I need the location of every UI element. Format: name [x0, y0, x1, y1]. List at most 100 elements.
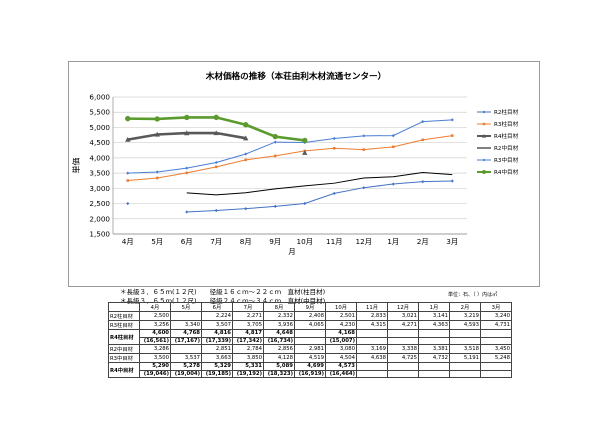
table-cell: 2,981	[294, 344, 326, 354]
table-cell: 3,850	[232, 353, 264, 363]
table-month-header: 6月	[201, 302, 233, 312]
y-tick-label: 3,500	[89, 169, 110, 178]
x-axis-label: 月	[288, 247, 295, 256]
table-cell: 4,593	[449, 320, 481, 330]
table-cell-volume	[480, 369, 512, 378]
unit-note: 単位：石、（ ）内は㎥	[448, 292, 498, 298]
data-point	[214, 165, 218, 169]
table-cell: 2,856	[263, 344, 295, 354]
table-cell-volume: (19,192)	[232, 369, 264, 378]
legend-label: R3柱目材	[494, 120, 519, 128]
data-point	[154, 116, 160, 122]
table-cell: 5,331	[232, 362, 264, 371]
note-line-1: ＊長級３．６５ｍ(１２尺) 径級１６ｃｍ～２２ｃｍ 直材(柱目材)	[120, 288, 326, 296]
table-header-row: 4月 5月 6月 7月 8月 9月 10月 11月 12月 1月 2月 3月	[108, 302, 512, 312]
data-point	[332, 136, 336, 141]
table-cell: 4,816	[201, 329, 233, 338]
data-point	[362, 148, 366, 151]
table-cell-volume: (19,004)	[170, 369, 202, 378]
x-tick-label: 9月	[269, 237, 281, 246]
table-cell: 3,663	[201, 353, 233, 363]
table-cell-volume	[356, 336, 388, 345]
table-row-sub: (16,561) (17,167) (17,339) (17,342) (16,734)…	[109, 336, 512, 345]
table-cell: 4,363	[418, 320, 450, 330]
x-tick-label: 3月	[446, 237, 458, 246]
data-point	[184, 130, 190, 136]
table-cell: 3,705	[232, 320, 264, 330]
table-cell	[418, 329, 450, 338]
data-point	[362, 134, 366, 138]
legend-marker	[482, 122, 486, 126]
y-axis-label: 単価	[71, 158, 81, 174]
table-cell-volume	[418, 369, 450, 378]
table-cell-volume	[449, 369, 481, 378]
table-cell: 4,638	[356, 353, 388, 363]
table-cell: 4,600	[139, 329, 171, 338]
table-cell	[449, 329, 481, 338]
table-month-header: 2月	[449, 302, 481, 312]
table-cell-volume: (16,734)	[263, 336, 295, 345]
table-cell-volume: (17,342)	[232, 336, 264, 345]
table-cell-volume: (19,185)	[201, 369, 233, 378]
table-row-label: R4柱目材	[108, 329, 140, 345]
table-row-sub: (19,046) (19,004) (19,185) (19,192) (18,323)…	[109, 369, 512, 378]
data-point	[244, 158, 248, 162]
table-month-header: 9月	[294, 302, 326, 312]
data-point	[273, 140, 277, 144]
data-point	[185, 171, 189, 175]
legend-label: R2中目材	[494, 144, 519, 152]
table-cell-volume: (16,464)	[325, 369, 357, 378]
table-cell: 4,817	[232, 329, 264, 338]
legend-marker	[482, 110, 486, 114]
data-point	[332, 191, 336, 196]
data-point	[125, 115, 131, 122]
legend-label: R3中目材	[494, 156, 519, 164]
data-point	[243, 135, 249, 141]
data-point	[302, 150, 308, 155]
table-row-label: R3柱目材	[108, 320, 140, 330]
table-cell: 4,519	[294, 353, 326, 363]
table-cell	[387, 329, 419, 338]
data-point	[185, 210, 189, 214]
x-tick-label: 6月	[181, 237, 193, 246]
table-cell	[170, 344, 202, 354]
table-cell: 3,338	[387, 344, 419, 354]
table-cell: 2,501	[325, 311, 357, 321]
table-month-header: 4月	[139, 302, 171, 312]
table-cell: 3,340	[170, 320, 202, 330]
x-tick-label: 12月	[355, 237, 372, 246]
data-point	[185, 166, 189, 170]
table-cell: 4,648	[263, 329, 295, 338]
table-cell: 5,290	[139, 362, 171, 371]
table-cell: 4,315	[356, 320, 388, 330]
data-point	[391, 182, 395, 186]
data-point	[126, 171, 130, 175]
x-tick-label: 1月	[387, 237, 399, 246]
data-point	[184, 114, 190, 121]
table-month-header: 1月	[418, 302, 450, 312]
table-cell	[418, 362, 450, 371]
x-tick-label: 2月	[417, 237, 429, 246]
y-tick-label: 1,500	[89, 230, 110, 239]
series-line	[127, 119, 453, 174]
legend-label: R2柱目材	[494, 108, 519, 116]
table-row-label: R3中目材	[108, 353, 140, 363]
data-point	[450, 134, 454, 137]
table-cell: 5,089	[263, 362, 295, 371]
table-cell: 3,240	[480, 311, 512, 321]
table-cell-volume	[294, 336, 326, 345]
note-line-2: ＊長級３．６５ｍ(１２尺) 径級２４ｃｍ～３４ｃｍ 直材(中目材)	[120, 297, 326, 305]
table-cell: 3,518	[449, 344, 481, 354]
chart-title: 木材価格の推移（本荘由利木材流通センター）	[205, 70, 386, 82]
table-cell: 3,141	[418, 311, 450, 321]
x-tick-label: 4月	[122, 237, 134, 246]
table-cell: 4,768	[170, 329, 202, 338]
x-tick-label: 8月	[240, 237, 252, 246]
table-cell	[480, 362, 512, 371]
series-line	[127, 116, 305, 142]
legend-marker	[482, 158, 486, 162]
table-row: R3中目材 3,500 3,537 3,663 3,850 4,128 4,519 4,504…	[108, 353, 512, 363]
table-cell: 4,271	[387, 320, 419, 330]
data-point	[450, 179, 454, 183]
legend-marker	[482, 134, 486, 138]
